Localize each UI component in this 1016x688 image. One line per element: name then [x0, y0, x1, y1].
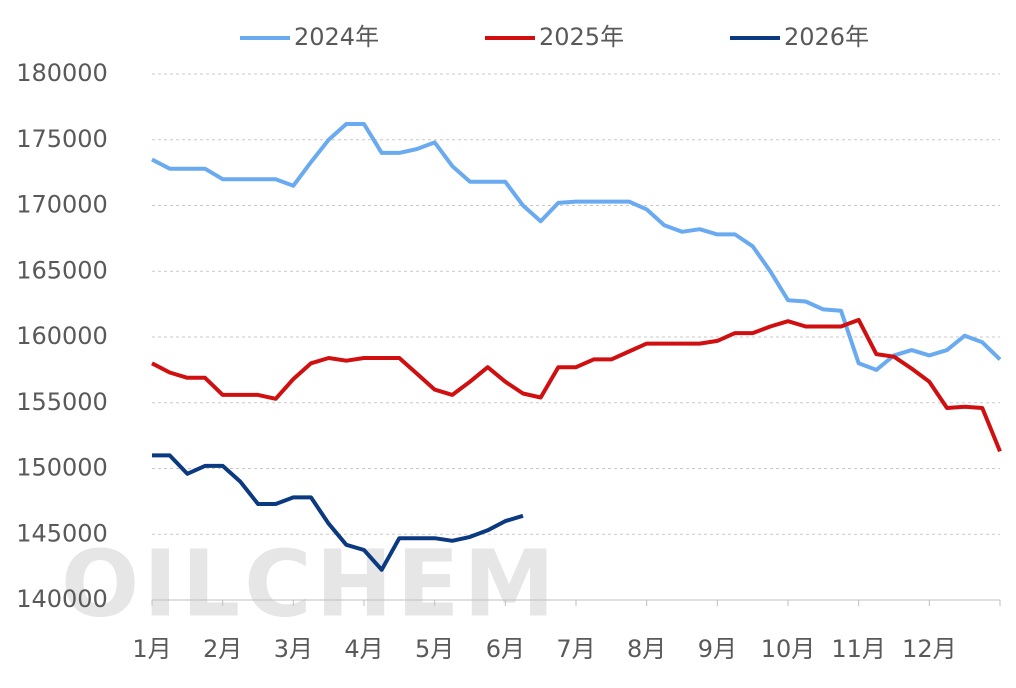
y-tick-label: 170000 [16, 191, 108, 219]
x-tick-label: 2月 [203, 635, 242, 663]
series-line [152, 453, 524, 572]
x-tick-label: 3月 [274, 635, 313, 663]
y-tick-label: 160000 [16, 322, 108, 350]
watermark: OILCHEM [61, 530, 559, 637]
legend-label: 2024年 [294, 23, 379, 51]
x-tick-label: 4月 [344, 635, 383, 663]
y-tick-label: 155000 [16, 388, 108, 416]
x-tick-label: 1月 [132, 635, 171, 663]
x-tick-label: 7月 [556, 635, 595, 663]
y-tick-label: 145000 [16, 519, 108, 547]
x-tick-label: 8月 [627, 635, 666, 663]
y-tick-label: 165000 [16, 256, 108, 284]
legend-label: 2025年 [539, 23, 624, 51]
legend-label: 2026年 [784, 23, 869, 51]
y-tick-label: 180000 [16, 59, 108, 87]
series-line [151, 122, 1002, 372]
x-tick-label: 9月 [698, 635, 737, 663]
x-tick-label: 5月 [415, 635, 454, 663]
y-tick-label: 150000 [16, 454, 108, 482]
x-tick-label: 11月 [831, 635, 886, 663]
y-tick-label: 140000 [16, 585, 108, 613]
x-tick-label: 6月 [486, 635, 525, 663]
x-tick-label: 10月 [761, 635, 816, 663]
x-tick-label: 12月 [902, 635, 957, 663]
series-line [151, 317, 1002, 453]
y-tick-label: 175000 [16, 125, 108, 153]
